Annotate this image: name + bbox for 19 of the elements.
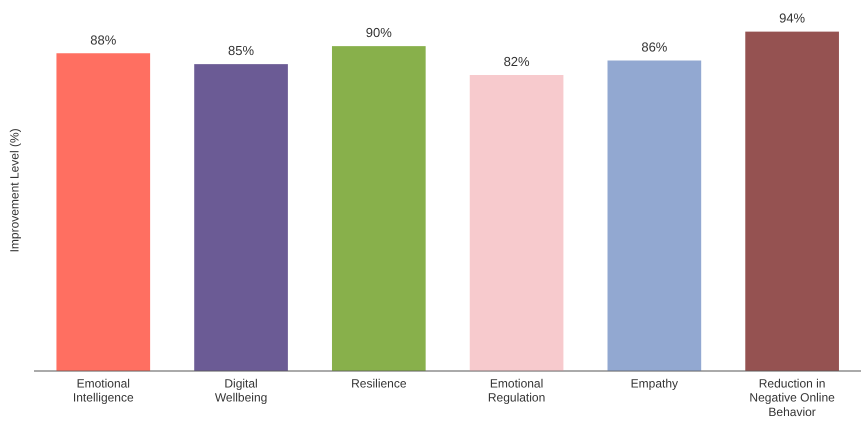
bar	[745, 32, 839, 371]
bar	[194, 64, 288, 371]
x-tick-label: Emotional Intelligence	[72, 376, 134, 405]
bar	[608, 60, 702, 371]
x-tick-label: Resilience	[351, 376, 407, 390]
y-axis-title: Improvement Level (%)	[8, 128, 22, 252]
x-tick-label: Digital Wellbeing	[214, 376, 268, 405]
x-tick-label: Empathy	[630, 376, 678, 390]
bar	[332, 46, 426, 371]
data-label: 82%	[504, 54, 530, 70]
x-tick-label: Reduction in Negative Online Behavior	[749, 376, 836, 420]
data-label: 85%	[228, 43, 254, 58]
x-tick-label: Emotional Regulation	[488, 376, 546, 405]
data-label: 90%	[366, 25, 392, 40]
bar	[470, 74, 564, 371]
bar	[56, 53, 150, 371]
data-label: 86%	[641, 40, 668, 55]
data-label: 88%	[90, 32, 117, 48]
data-label: 94%	[779, 10, 806, 26]
